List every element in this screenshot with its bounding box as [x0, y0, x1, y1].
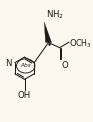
Text: OH: OH — [18, 91, 31, 100]
Text: O: O — [70, 39, 77, 48]
Text: Abs: Abs — [20, 63, 31, 68]
Text: N: N — [5, 59, 11, 68]
Text: O: O — [61, 61, 68, 70]
Text: CH$_3$: CH$_3$ — [75, 37, 91, 50]
Polygon shape — [44, 22, 52, 43]
Text: NH$_2$: NH$_2$ — [46, 9, 64, 21]
